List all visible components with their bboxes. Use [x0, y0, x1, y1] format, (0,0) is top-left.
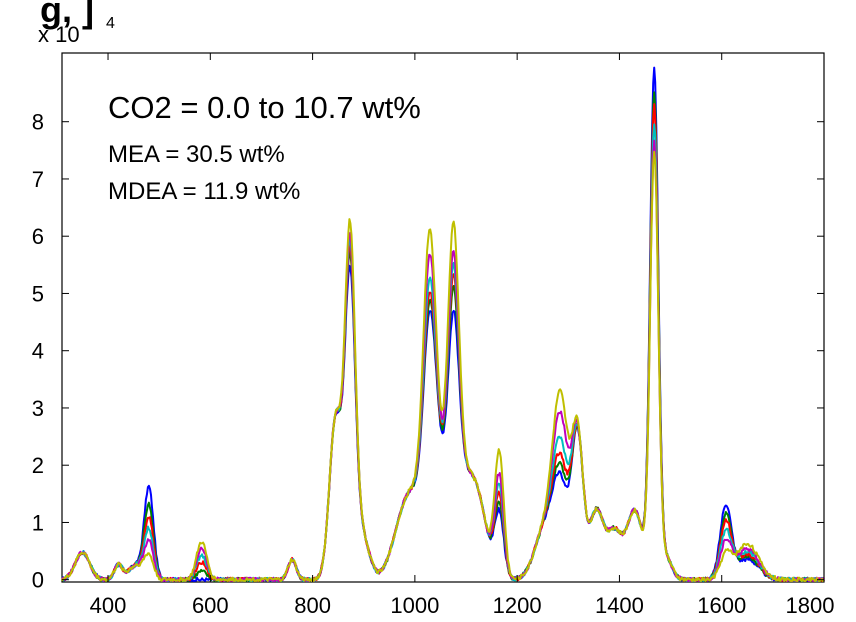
spectrum-series-line	[61, 139, 825, 582]
y-tick-label: 4	[32, 339, 44, 364]
x-tick-label: 1000	[390, 593, 439, 618]
y-tick-label: 3	[32, 396, 44, 421]
annotation-mdea: MDEA = 11.9 wt%	[108, 178, 300, 205]
exponent-power: 4	[106, 15, 115, 32]
spectrum-series-line	[61, 150, 825, 582]
x-tick-label: 1800	[786, 593, 835, 618]
y-tick-label: 6	[32, 224, 44, 249]
x-tick-label: 1600	[697, 593, 746, 618]
ticks-layer: 400 600 800 1000 1200 1400 1600 1800 0 1 2 3 4 5 6 7 8	[32, 53, 835, 618]
x-tick-label: 1200	[493, 593, 542, 618]
y-tick-label: 8	[32, 110, 44, 135]
x-tick-label: 600	[192, 593, 229, 618]
plot-frame	[61, 52, 825, 583]
x-tick-label: 800	[294, 593, 331, 618]
y-tick-label: 2	[32, 453, 44, 478]
annotation-mea: MEA = 30.5 wt%	[108, 141, 285, 168]
y-tick-label: 1	[32, 510, 44, 535]
chart-title: g, ]	[40, 0, 94, 30]
exponent-base: x 10	[38, 22, 80, 47]
y-tick-label: 7	[32, 167, 44, 192]
y-tick-label: 5	[32, 281, 44, 306]
series-layer	[61, 66, 825, 582]
annotation-block: CO2 = 0.0 to 10.7 wt% MEA = 30.5 wt% MDE…	[108, 90, 421, 205]
exponent-label: x 10 4	[38, 15, 115, 47]
y-tick-label: 0	[32, 568, 44, 593]
annotation-co2: CO2 = 0.0 to 10.7 wt%	[108, 90, 421, 125]
x-tick-label: 1400	[595, 593, 644, 618]
spectrum-series-line	[61, 103, 825, 582]
x-tick-label: 400	[90, 593, 127, 618]
